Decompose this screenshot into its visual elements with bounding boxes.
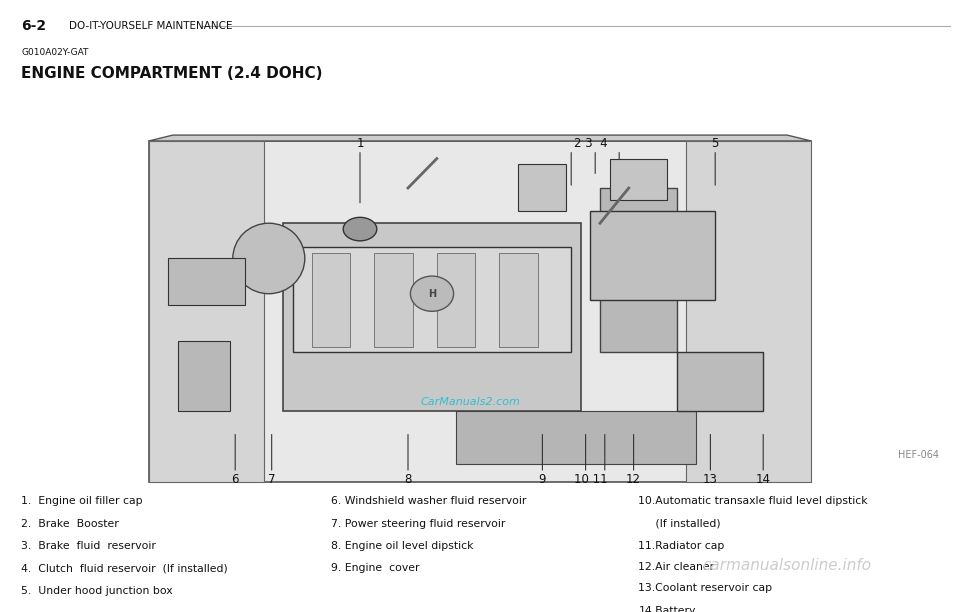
- Text: 12: 12: [626, 473, 641, 486]
- Ellipse shape: [344, 217, 376, 241]
- Ellipse shape: [233, 223, 305, 294]
- Text: 5: 5: [711, 137, 719, 150]
- Text: 2 3  4: 2 3 4: [573, 137, 608, 150]
- Text: 3.  Brake  fluid  reservoir: 3. Brake fluid reservoir: [21, 541, 156, 551]
- Text: ENGINE COMPARTMENT (2.4 DOHC): ENGINE COMPARTMENT (2.4 DOHC): [21, 66, 323, 81]
- Text: G010A02Y-GAT: G010A02Y-GAT: [21, 48, 88, 58]
- Bar: [168, 258, 245, 305]
- Text: 13.Coolant reservoir cap: 13.Coolant reservoir cap: [638, 583, 773, 593]
- Text: CarManuals2.com: CarManuals2.com: [420, 397, 520, 408]
- Text: HEF-064: HEF-064: [898, 450, 939, 460]
- Polygon shape: [686, 141, 811, 482]
- Bar: [499, 253, 538, 346]
- Text: 6. Windshield washer fluid reservoir: 6. Windshield washer fluid reservoir: [331, 496, 527, 506]
- Text: 14.Battery: 14.Battery: [638, 606, 696, 612]
- Text: 7. Power steering fluid reservoir: 7. Power steering fluid reservoir: [331, 518, 506, 529]
- Text: 1.  Engine oil filler cap: 1. Engine oil filler cap: [21, 496, 143, 506]
- Text: 9: 9: [539, 473, 546, 486]
- Bar: [178, 341, 230, 411]
- Text: 7: 7: [268, 473, 276, 486]
- Bar: [456, 411, 696, 464]
- Bar: [293, 247, 571, 353]
- Text: 6-2: 6-2: [21, 20, 46, 34]
- Bar: [518, 165, 566, 212]
- Bar: [590, 212, 715, 299]
- Polygon shape: [149, 135, 811, 141]
- Text: 5.  Under hood junction box: 5. Under hood junction box: [21, 586, 173, 595]
- Text: 10.Automatic transaxle fluid level dipstick: 10.Automatic transaxle fluid level dipst…: [638, 496, 868, 506]
- Bar: [677, 353, 763, 411]
- Polygon shape: [149, 141, 264, 482]
- Text: 12.Air cleaner: 12.Air cleaner: [638, 562, 714, 572]
- Bar: [374, 253, 413, 346]
- Text: 14: 14: [756, 473, 771, 486]
- Text: H: H: [428, 289, 436, 299]
- Text: 1: 1: [356, 137, 364, 150]
- Text: 2.  Brake  Booster: 2. Brake Booster: [21, 518, 119, 529]
- Bar: [437, 253, 475, 346]
- Text: 6: 6: [231, 473, 239, 486]
- Bar: [312, 253, 350, 346]
- Bar: [149, 141, 811, 482]
- Text: 13: 13: [703, 473, 718, 486]
- Ellipse shape: [410, 276, 453, 312]
- Text: (If installed): (If installed): [638, 518, 721, 529]
- Text: 4.  Clutch  fluid reservoir  (If installed): 4. Clutch fluid reservoir (If installed): [21, 563, 228, 573]
- Text: 9. Engine  cover: 9. Engine cover: [331, 563, 420, 573]
- Text: DO-IT-YOURSELF MAINTENANCE: DO-IT-YOURSELF MAINTENANCE: [69, 21, 232, 31]
- Text: 10 11: 10 11: [573, 473, 608, 486]
- Bar: [283, 223, 581, 411]
- Text: 8: 8: [404, 473, 412, 486]
- Text: carmanualsonline.info: carmanualsonline.info: [703, 558, 872, 573]
- Text: 8. Engine oil level dipstick: 8. Engine oil level dipstick: [331, 541, 473, 551]
- Bar: [600, 188, 677, 353]
- Bar: [610, 159, 667, 200]
- Text: 11.Radiator cap: 11.Radiator cap: [638, 541, 725, 551]
